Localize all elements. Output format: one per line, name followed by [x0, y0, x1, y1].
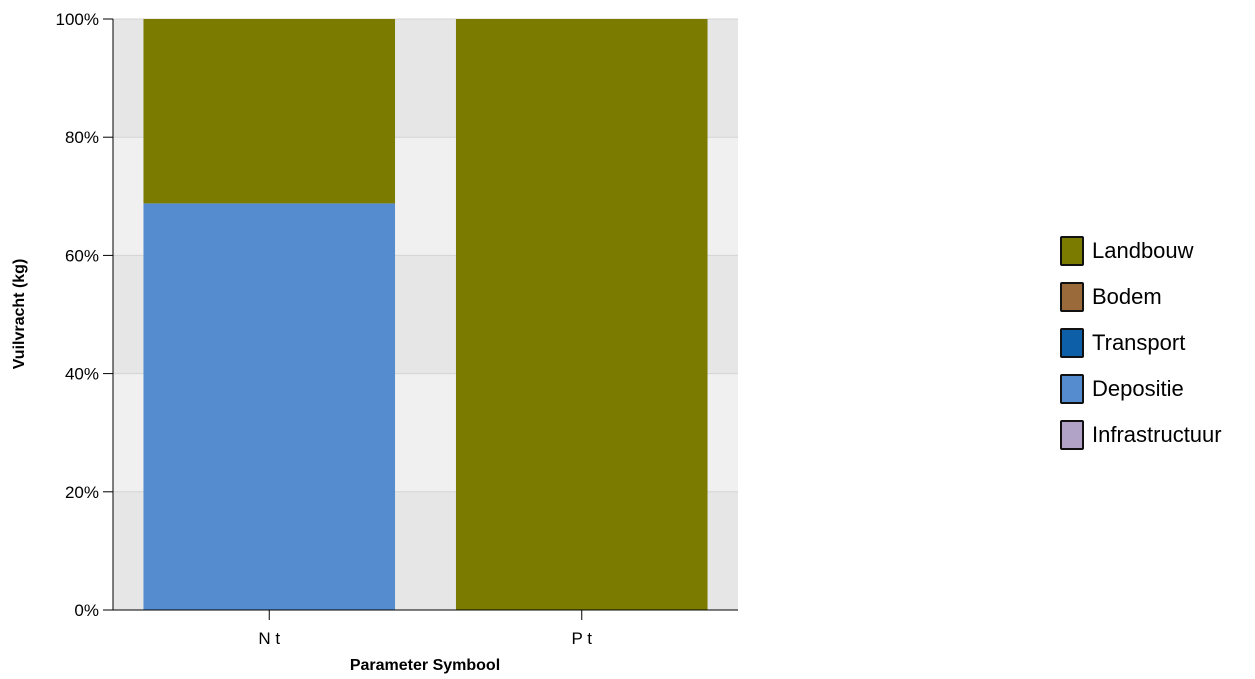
legend-item-transport: Transport [1060, 320, 1255, 366]
y-axis-title: Vuilvracht (kg) [11, 259, 28, 370]
legend-swatch [1060, 374, 1084, 404]
y-tick-label: 40% [65, 365, 99, 384]
y-tick-label: 100% [56, 10, 99, 29]
legend-item-bodem: Bodem [1060, 274, 1255, 320]
legend-label: Infrastructuur [1092, 422, 1222, 447]
y-tick-label: 0% [74, 601, 99, 620]
bar-landbouw-pt [455, 19, 708, 610]
x-tick-label: P t [572, 629, 593, 648]
x-tick-label: N t [258, 629, 280, 648]
y-tick-label: 20% [65, 483, 99, 502]
legend-item-depositie: Depositie [1060, 366, 1255, 412]
y-tick-label: 60% [65, 246, 99, 265]
legend-label: Landbouw [1092, 238, 1194, 263]
legend-item-infrastructuur: Infrastructuur [1060, 412, 1255, 458]
axes [103, 18, 738, 620]
legend-label: Depositie [1092, 376, 1184, 401]
bar-landbouw-nt [143, 19, 396, 204]
bar-depositie-nt [143, 203, 396, 610]
y-tick-labels: 0% 20% 40% 60% 80% 100% [56, 10, 99, 620]
bars [143, 19, 708, 610]
x-axis-title: Parameter Symbool [350, 657, 500, 674]
legend-swatch [1060, 328, 1084, 358]
legend: Landbouw Bodem Transport Depositie Infrastru… [1060, 228, 1255, 458]
legend-swatch [1060, 282, 1084, 312]
legend-swatch [1060, 420, 1084, 450]
legend-swatch [1060, 236, 1084, 266]
legend-label: Bodem [1092, 284, 1162, 309]
legend-label: Transport [1092, 330, 1186, 355]
legend-item-landbouw: Landbouw [1060, 228, 1255, 274]
y-tick-label: 80% [65, 128, 99, 147]
